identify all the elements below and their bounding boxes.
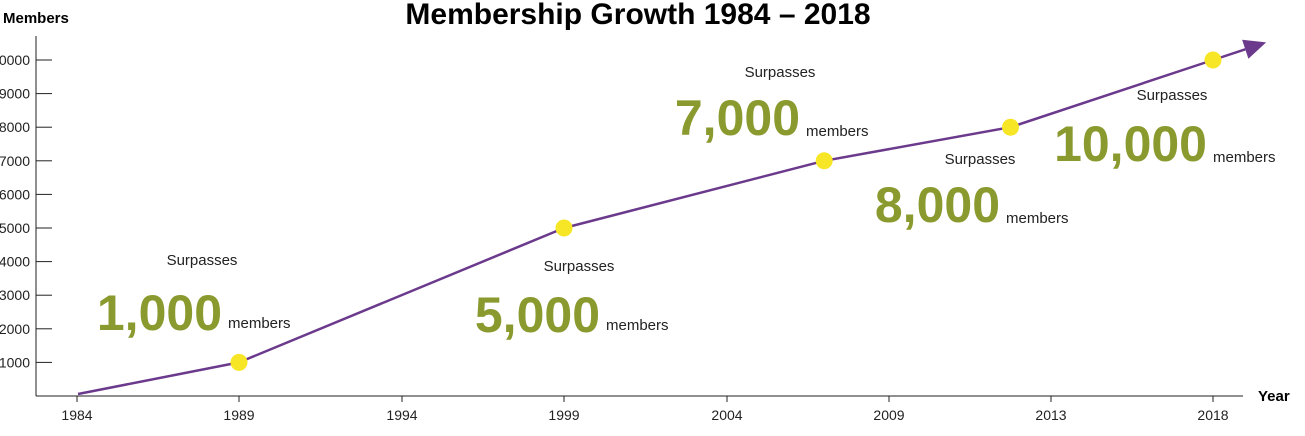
annotations: Surpasses 1,000 members Surpasses 5,000 membe… [97, 64, 1276, 343]
milestone-number: 1,000 [97, 285, 222, 341]
milestone-number: 8,000 [875, 177, 1000, 233]
series-line [77, 48, 1246, 396]
y-tick-label: 9000 [0, 86, 30, 102]
milestone-suffix: members [606, 317, 669, 334]
x-tick-label: 2009 [873, 407, 904, 423]
x-tick-label: 1999 [548, 407, 579, 423]
milestone-number: 10,000 [1054, 116, 1207, 172]
milestone-suffix: members [1006, 210, 1069, 227]
y-axis-title: Members [3, 10, 69, 27]
milestone-number: 7,000 [675, 90, 800, 146]
milestone-suffix: members [806, 123, 869, 140]
x-axis-title: Year [1258, 388, 1290, 405]
axes [35, 36, 1243, 397]
y-tick-label: 10000 [0, 52, 30, 68]
milestone-suffix: members [1213, 149, 1276, 166]
milestone-suffix: members [228, 315, 291, 332]
milestone-marker [1002, 118, 1019, 136]
y-tick-label: 4000 [0, 254, 30, 270]
milestone-marker [555, 219, 573, 237]
x-tick-label: 2004 [711, 407, 742, 423]
x-tick-label: 2018 [1197, 407, 1228, 423]
markers [230, 51, 1222, 371]
x-tick-label: 1984 [61, 407, 92, 423]
milestone-prefix: Surpasses [1137, 87, 1208, 104]
milestone-marker [815, 152, 833, 170]
y-tick-label: 7000 [0, 153, 30, 169]
milestone-prefix: Surpasses [745, 64, 816, 81]
y-tick-label: 6000 [0, 186, 30, 202]
milestone-prefix: Surpasses [945, 151, 1016, 168]
x-tick-label: 1989 [223, 407, 254, 423]
x-tick-label: 2013 [1035, 407, 1066, 423]
y-tick-label: 5000 [0, 220, 30, 236]
y-tick-label: 1000 [0, 354, 30, 370]
milestone-marker [1204, 51, 1222, 69]
y-tick-label: 3000 [0, 287, 30, 303]
ticks: 1000 2000 3000 4000 5000 6000 7000 8000 9000 1000… [0, 52, 1229, 423]
chart-title: Membership Growth 1984 – 2018 [405, 0, 870, 31]
milestone-marker [230, 353, 248, 371]
milestone-prefix: Surpasses [167, 252, 238, 269]
y-tick-label: 8000 [0, 119, 30, 135]
series-arrowhead [1242, 39, 1267, 59]
milestone-number: 5,000 [475, 287, 600, 343]
milestone-prefix: Surpasses [544, 258, 615, 275]
x-tick-label: 1994 [386, 407, 417, 423]
y-tick-label: 2000 [0, 321, 30, 337]
series-line-layer [77, 39, 1267, 396]
